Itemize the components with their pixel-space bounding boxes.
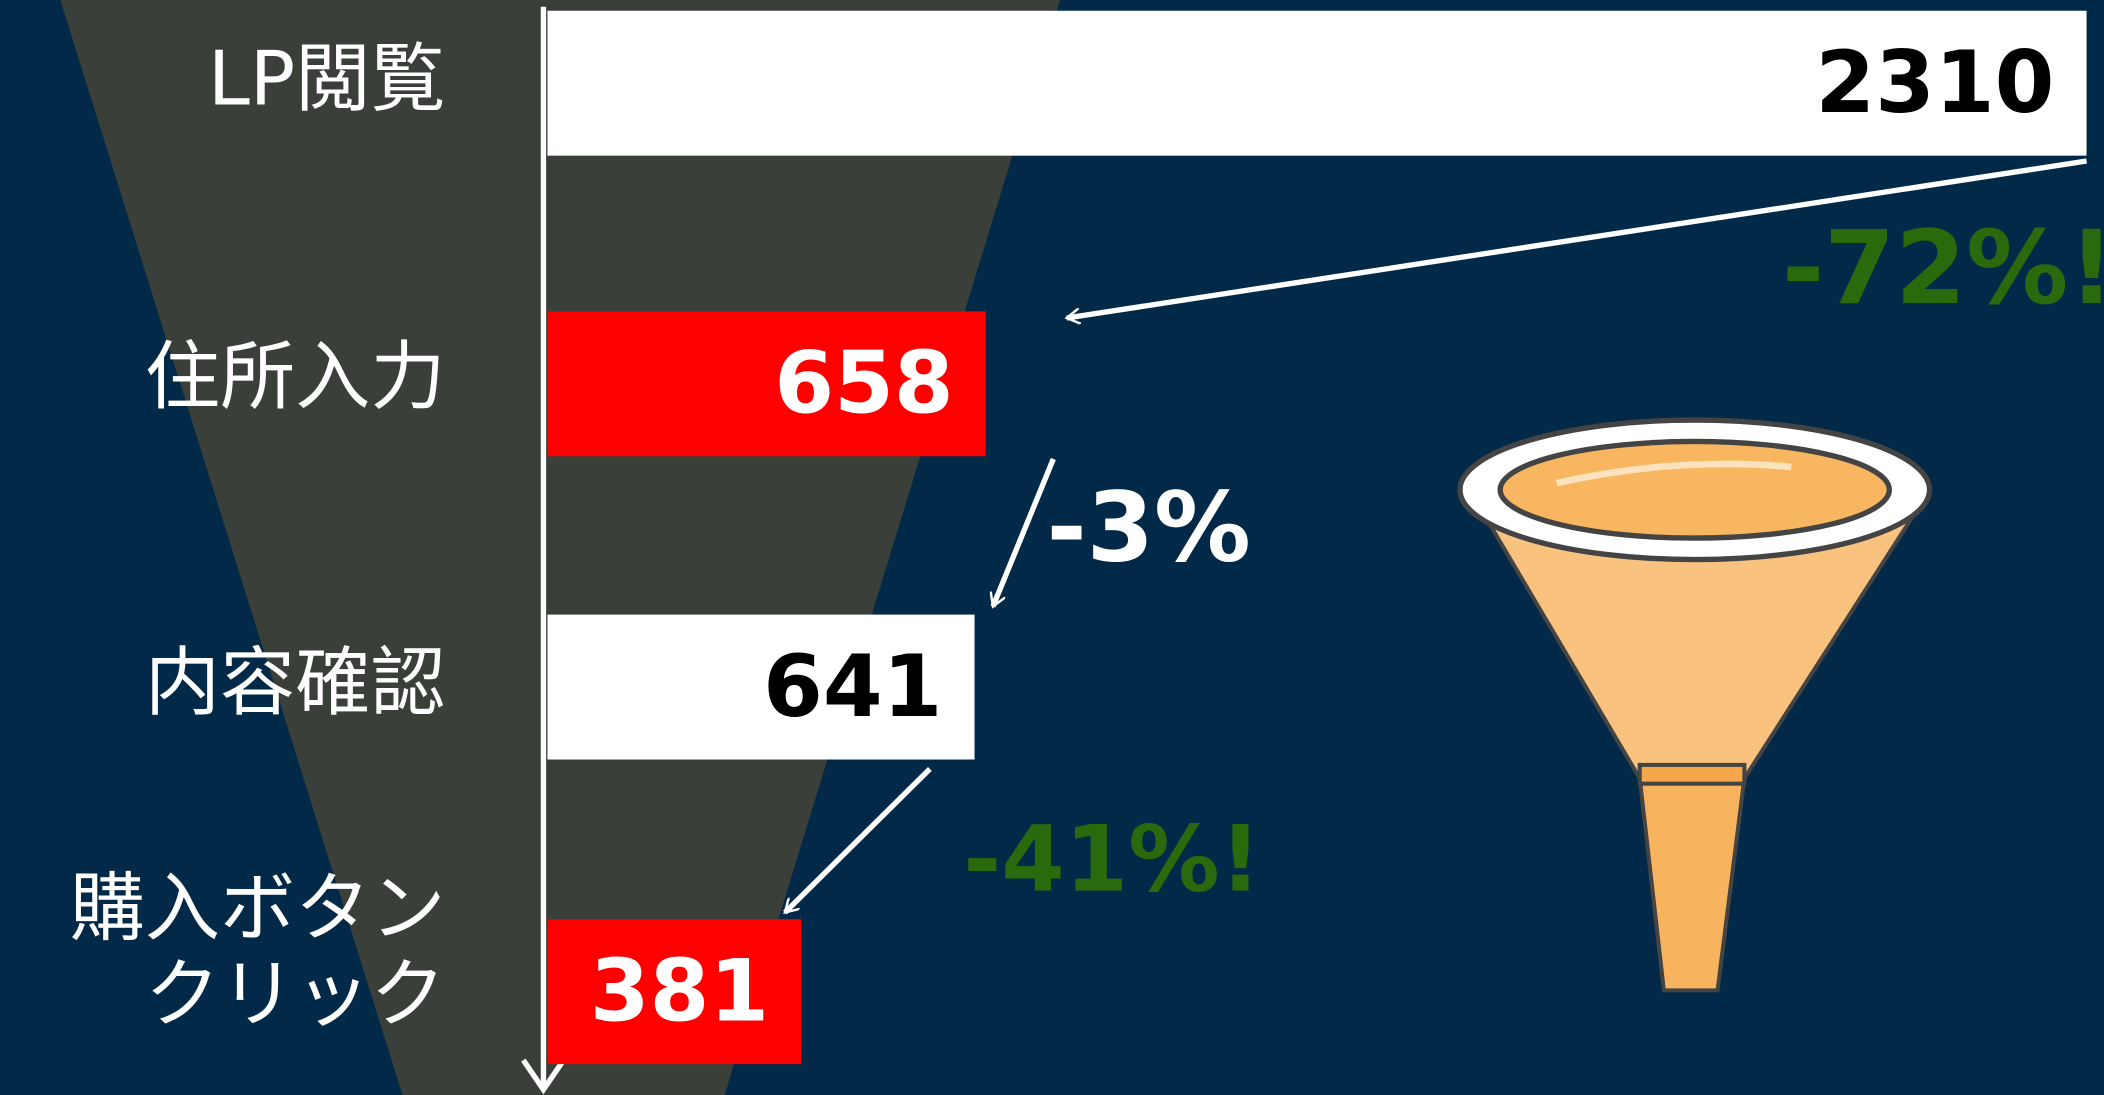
- category-label: LP閲覧: [208, 36, 446, 124]
- value-label: 658: [774, 334, 953, 434]
- bar: [547, 311, 986, 457]
- bar: [547, 614, 975, 760]
- value-label: 2310: [1815, 33, 2054, 133]
- category-label: 内容確認: [144, 640, 446, 728]
- drop-annotation: -72%!: [1782, 209, 2104, 328]
- drop-arrows: [783, 158, 2087, 915]
- value-label: 641: [763, 637, 942, 737]
- drop-annotation: -3%: [1047, 470, 1251, 583]
- axis-arrow: [521, 1058, 566, 1095]
- category-label: 住所入力: [144, 334, 446, 422]
- value-label: 381: [590, 941, 769, 1041]
- category-label: 購入ボタン クリック: [69, 865, 446, 1039]
- funnel-icon: [1457, 417, 1933, 993]
- bar: [547, 10, 2087, 156]
- drop-annotation: -41%!: [963, 805, 1261, 912]
- funnel-background: [60, 0, 1061, 1095]
- bar: [547, 919, 802, 1065]
